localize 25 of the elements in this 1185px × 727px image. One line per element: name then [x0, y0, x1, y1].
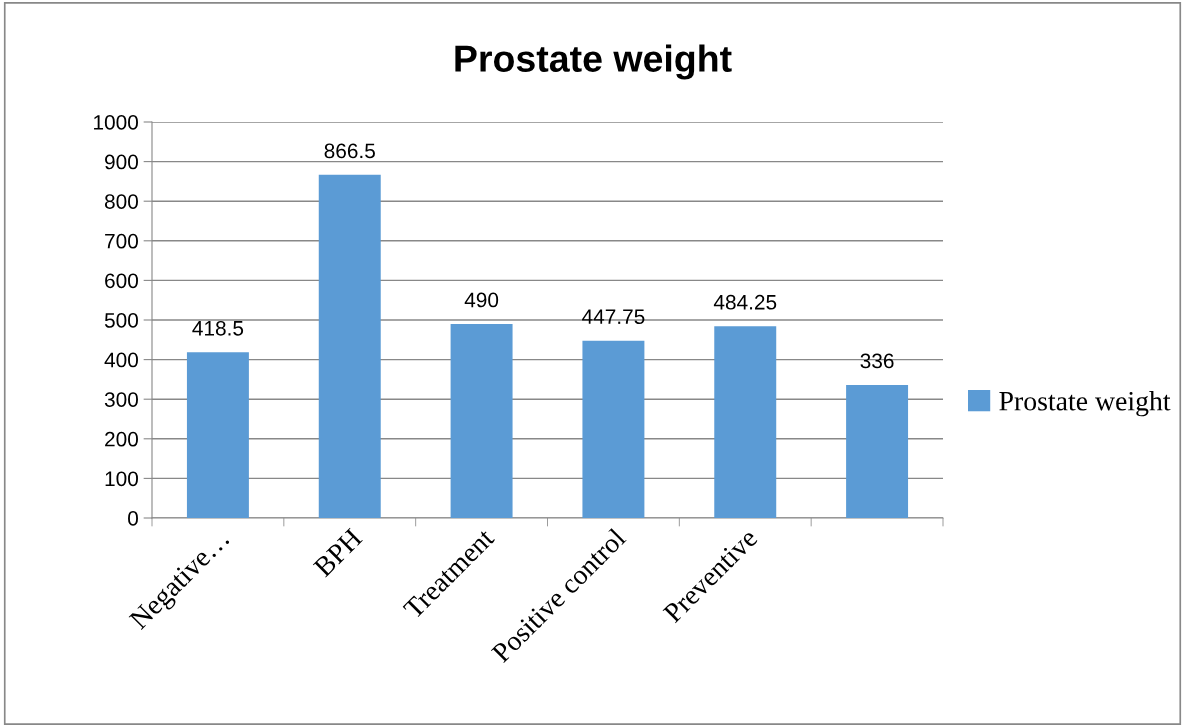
- bar: [582, 340, 645, 518]
- y-tick-label: 0: [128, 511, 138, 526]
- bar: [450, 323, 513, 518]
- data-label: 490: [464, 292, 499, 308]
- chart-title: Prostate weight: [455, 44, 732, 80]
- bar: [714, 326, 777, 518]
- data-label: 484.25: [713, 294, 777, 310]
- y-tick-label: 900: [105, 154, 138, 170]
- data-label: 447.75: [582, 309, 645, 325]
- y-tick-label: 800: [104, 194, 138, 209]
- legend-label: Prostate weight: [999, 391, 1171, 417]
- data-label: 418.5: [192, 320, 244, 336]
- y-tick-label: 100: [105, 471, 138, 487]
- y-tick-label: 200: [105, 431, 138, 447]
- bar: [186, 352, 249, 518]
- y-tick-label: 400: [104, 352, 138, 368]
- y-tick-label: 500: [104, 313, 138, 328]
- y-tick-label: 1000: [94, 115, 138, 130]
- data-label: 336: [860, 353, 894, 369]
- bar: [318, 174, 381, 518]
- y-tick-label: 600: [105, 273, 138, 289]
- y-tick-label: 300: [104, 392, 138, 407]
- data-label: 866.5: [324, 143, 375, 159]
- bar: [846, 384, 909, 518]
- y-tick-label: 700: [105, 233, 138, 249]
